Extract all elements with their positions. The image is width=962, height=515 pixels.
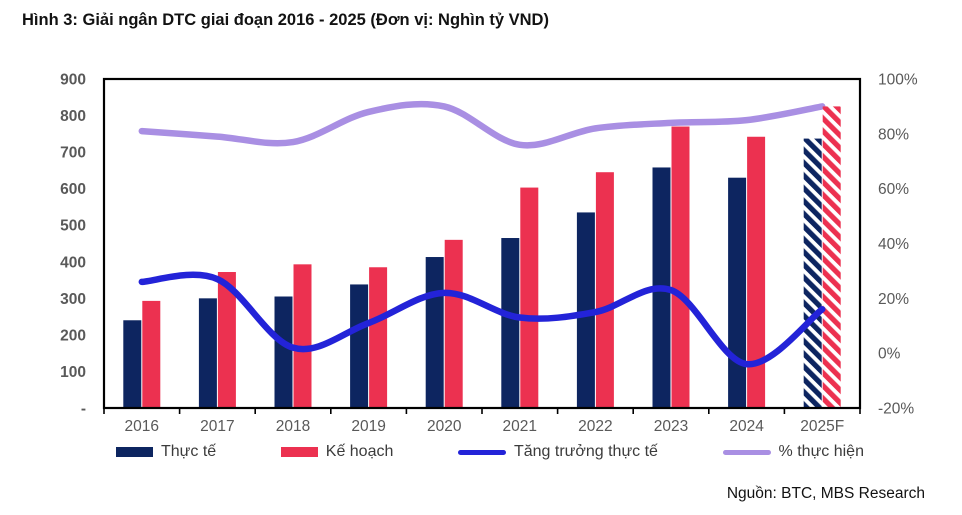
bars-actual [123, 138, 822, 408]
bar-plan-2016 [142, 300, 161, 408]
x-label-2025F: 2025F [800, 418, 844, 435]
bar-plan-2025F [822, 106, 841, 408]
growth-curve [138, 271, 826, 368]
bar-actual-2018 [274, 296, 293, 408]
x-label-2021: 2021 [503, 418, 537, 435]
y-left-label: 500 [60, 218, 86, 235]
completion-curve [138, 100, 826, 149]
bar-plan-2019 [369, 267, 388, 408]
legend-swatch-actual [116, 447, 153, 457]
bar-plan-2021 [520, 187, 539, 408]
plot-frame [102, 77, 862, 414]
x-label-2024: 2024 [729, 418, 764, 435]
y-left-label: 700 [60, 145, 86, 162]
bar-plan-2017 [217, 272, 236, 408]
legend-item-completion: % thực hiện [722, 443, 864, 461]
y-left-label: 900 [60, 72, 86, 89]
bar-actual-2016 [123, 320, 142, 408]
bar-actual-2019 [350, 284, 369, 408]
y-left-label: 400 [60, 254, 86, 271]
bar-actual-2025F [803, 138, 822, 408]
x-label-2019: 2019 [351, 418, 385, 435]
line-growth [138, 271, 826, 368]
line-completion [138, 100, 826, 149]
bar-plan-2023 [671, 126, 690, 409]
legend-item-plan: Kế hoạch [280, 443, 394, 461]
y-left-label: - [81, 401, 86, 418]
y-right-label: 40% [878, 236, 909, 253]
y-left-label: 800 [60, 108, 86, 125]
x-label-2023: 2023 [654, 418, 688, 435]
figure-title: Hình 3: Giải ngân DTC giai đoạn 2016 - 2… [22, 11, 549, 29]
x-axis: 2016 2017 2018 2019 2020 2021 2022 2023 2024 2025… [125, 418, 845, 435]
legend-label-plan: Kế hoạch [325, 443, 394, 460]
legend-swatch-growth [457, 449, 506, 455]
bar-actual-2024 [728, 177, 747, 408]
bar-actual-2020 [425, 257, 444, 408]
bar-plan-2020 [444, 239, 463, 408]
legend-label-completion: % thực hiện [778, 443, 864, 460]
legend-item-growth: Tăng trưởng thực tế [457, 443, 658, 461]
legend-swatch-plan [280, 447, 318, 457]
bar-plan-2018 [293, 264, 312, 408]
legend-label-actual: Thực tế [161, 443, 217, 460]
y-right-label: 20% [878, 291, 909, 308]
y-right-label: 80% [878, 126, 909, 143]
x-label-2022: 2022 [578, 418, 612, 435]
legend-item-actual: Thực tế [116, 443, 216, 461]
bar-actual-2017 [198, 298, 217, 408]
y-left-label: 600 [60, 181, 86, 198]
chart-legend: Thực tế Kế hoạch Tăng trưởng thực tế % t… [116, 443, 864, 461]
bars-plan [142, 106, 841, 409]
bar-actual-2022 [576, 212, 595, 408]
source-note: Nguồn: BTC, MBS Research [726, 485, 925, 502]
y-right-label: 60% [878, 181, 909, 198]
bar-plan-2024 [747, 136, 766, 408]
y-left-label: 300 [60, 291, 86, 308]
legend-swatch-completion [722, 449, 771, 455]
combo-chart: 900 800 700 600 500 400 300 200 100 - 100% 80% 60% 40… [60, 72, 918, 436]
y-left-label: 200 [60, 327, 86, 344]
y-axis-right: 100% 80% 60% 40% 20% 0% -20% [878, 72, 918, 418]
bar-plan-2022 [595, 172, 614, 408]
x-label-2020: 2020 [427, 418, 462, 435]
y-right-label: 0% [878, 346, 901, 363]
y-left-label: 100 [60, 364, 86, 381]
x-label-2016: 2016 [125, 418, 159, 435]
legend-label-growth: Tăng trưởng thực tế [513, 443, 658, 460]
y-axis-left: 900 800 700 600 500 400 300 200 100 - [60, 72, 86, 418]
bar-actual-2021 [501, 238, 520, 408]
x-label-2017: 2017 [200, 418, 234, 435]
y-right-label: 100% [878, 72, 918, 89]
y-right-label: -20% [878, 401, 914, 418]
x-label-2018: 2018 [276, 418, 310, 435]
